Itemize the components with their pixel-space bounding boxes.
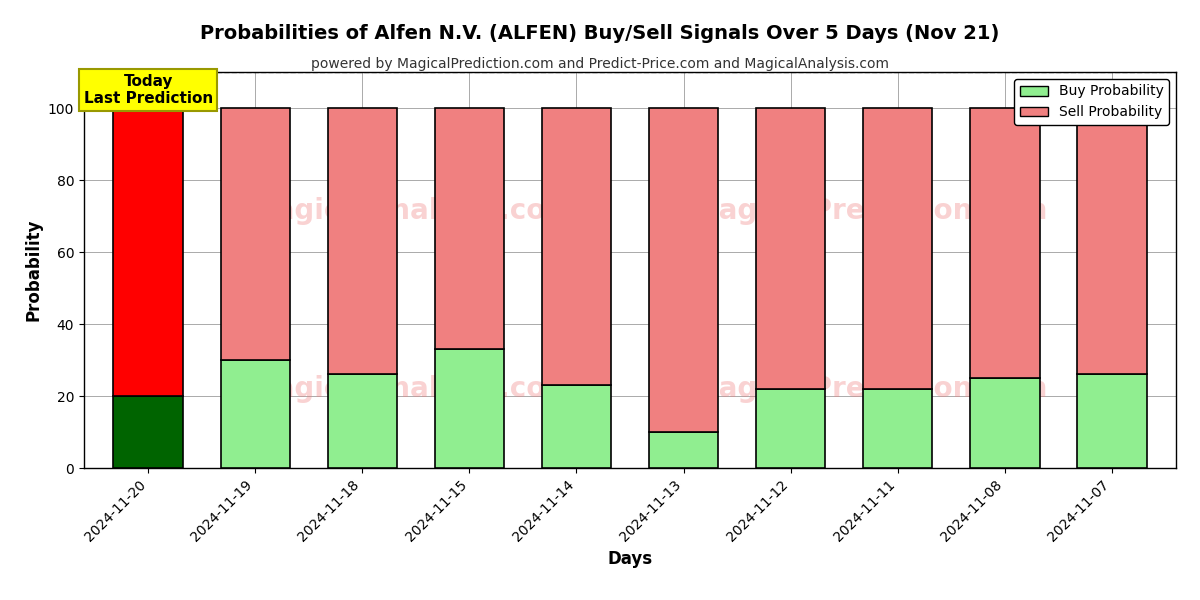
Text: MagicalPrediction.com: MagicalPrediction.com [692, 197, 1049, 224]
Bar [328, 374, 397, 468]
Bar [434, 108, 504, 349]
Bar [434, 349, 504, 468]
Text: MagicalPrediction.com: MagicalPrediction.com [692, 375, 1049, 403]
Bar [649, 432, 719, 468]
Bar [970, 108, 1039, 378]
Y-axis label: Probability: Probability [24, 219, 42, 321]
Text: MagicalAnalysis.com: MagicalAnalysis.com [248, 197, 575, 224]
Bar [114, 396, 184, 468]
Bar [863, 389, 932, 468]
Bar [970, 378, 1039, 468]
Bar [863, 108, 932, 389]
Bar [221, 108, 290, 360]
Bar [328, 108, 397, 374]
Bar [756, 389, 826, 468]
Text: Today
Last Prediction: Today Last Prediction [84, 74, 212, 106]
Bar [756, 108, 826, 389]
Text: powered by MagicalPrediction.com and Predict-Price.com and MagicalAnalysis.com: powered by MagicalPrediction.com and Pre… [311, 57, 889, 71]
Bar [221, 360, 290, 468]
Legend: Buy Probability, Sell Probability: Buy Probability, Sell Probability [1014, 79, 1169, 125]
Bar [114, 108, 184, 396]
Bar [649, 108, 719, 432]
Bar [541, 108, 611, 385]
Bar [1076, 108, 1146, 374]
Bar [541, 385, 611, 468]
X-axis label: Days: Days [607, 550, 653, 568]
Text: MagicalAnalysis.com: MagicalAnalysis.com [248, 375, 575, 403]
Bar [1076, 374, 1146, 468]
Text: Probabilities of Alfen N.V. (ALFEN) Buy/Sell Signals Over 5 Days (Nov 21): Probabilities of Alfen N.V. (ALFEN) Buy/… [200, 24, 1000, 43]
